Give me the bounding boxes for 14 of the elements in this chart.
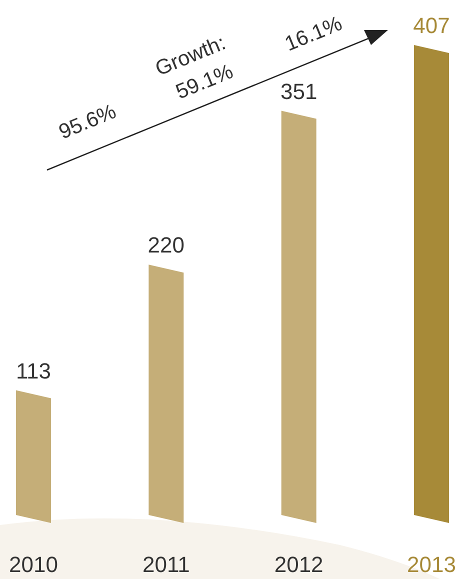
data-label: 351: [280, 78, 318, 104]
bar: [414, 45, 449, 523]
bar: [16, 390, 51, 523]
x-tick-label: 2010: [9, 552, 58, 577]
x-tick-label: 2011: [142, 552, 190, 577]
data-label: 407: [413, 13, 450, 38]
annotation: 95.6%: [56, 100, 120, 144]
bar: [148, 264, 184, 523]
bar: [281, 110, 316, 523]
x-tick-label: 2012: [274, 552, 324, 577]
data-label: 220: [148, 232, 185, 258]
x-tick-label: 2013: [407, 552, 456, 577]
data-label: 113: [16, 358, 52, 384]
annotation: 16.1%: [282, 12, 346, 56]
